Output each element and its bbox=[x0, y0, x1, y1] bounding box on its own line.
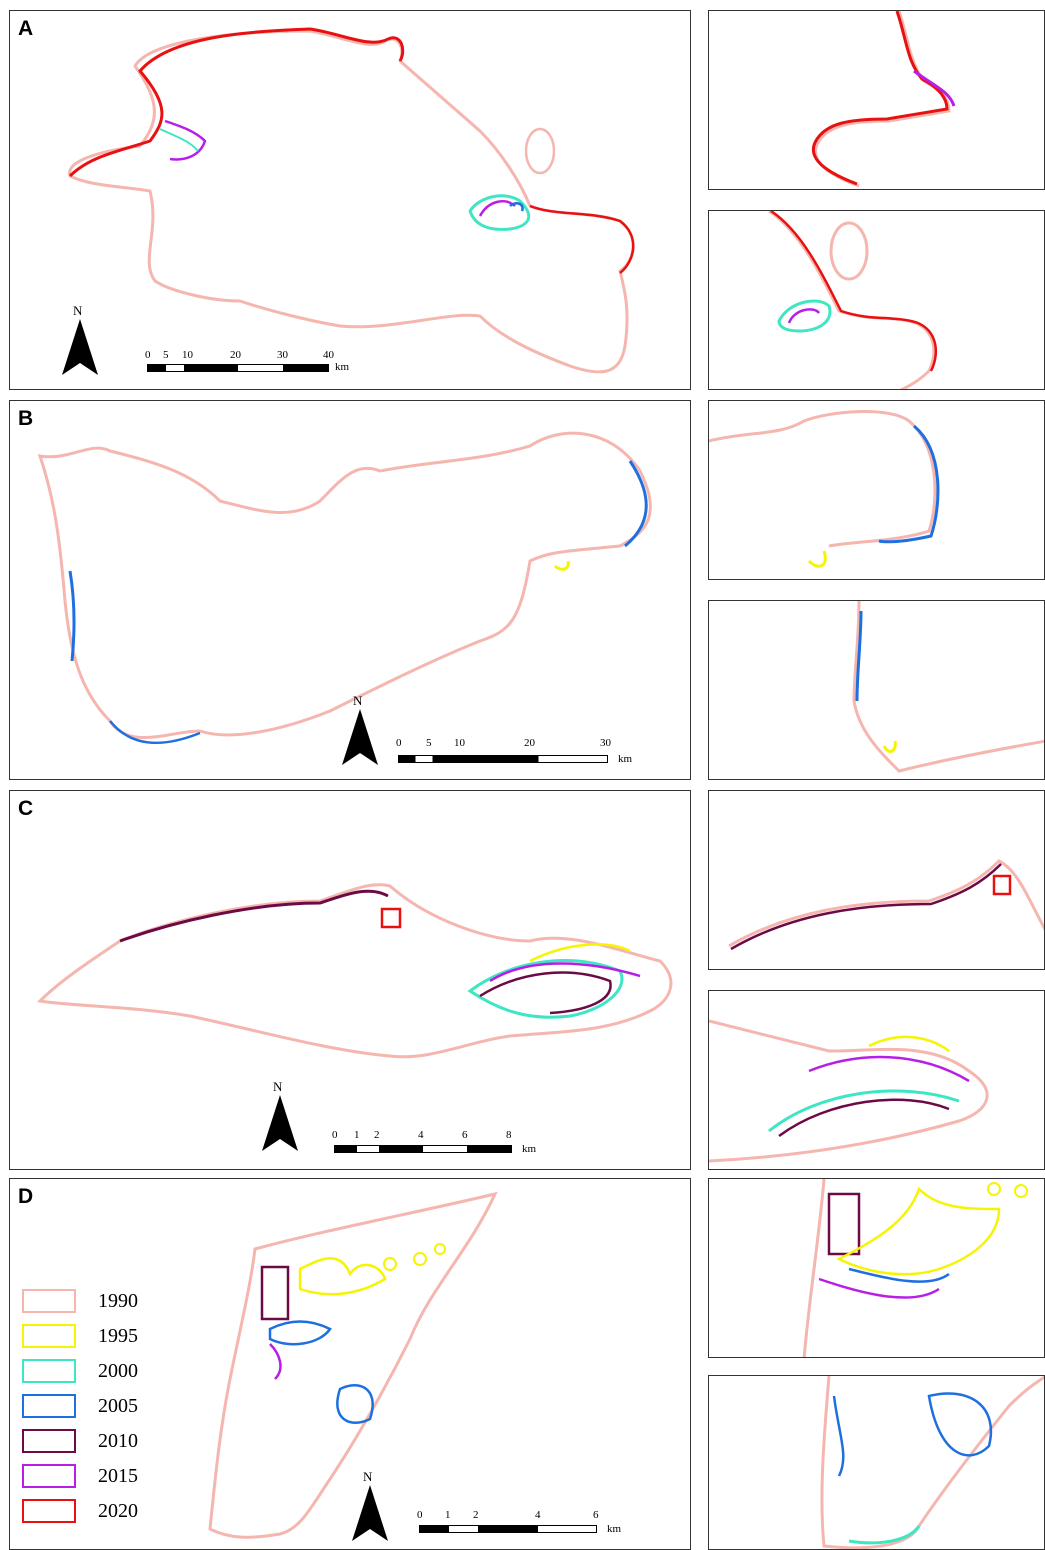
north-arrow-d: N bbox=[350, 1469, 390, 1549]
legend-swatch-2015 bbox=[22, 1464, 76, 1488]
inset-d1-map bbox=[802, 1179, 1028, 1357]
inset-d1 bbox=[708, 1178, 1045, 1358]
legend-label-2015: 2015 bbox=[98, 1465, 138, 1487]
inset-a2-map bbox=[768, 211, 938, 389]
north-label-b: N bbox=[353, 693, 363, 708]
shoreline-map-b bbox=[37, 431, 652, 745]
shoreline-map-d bbox=[208, 1191, 498, 1539]
inset-d2 bbox=[708, 1375, 1045, 1550]
inset-a2 bbox=[708, 210, 1045, 390]
inset-a1-map bbox=[811, 11, 956, 188]
inset-b2-map bbox=[852, 601, 1044, 773]
inset-a1 bbox=[708, 10, 1045, 190]
inset-d2-map bbox=[820, 1376, 1044, 1549]
north-label-a: N bbox=[73, 303, 83, 318]
map-panel-b: B N 0 5 10 20 30 km bbox=[9, 400, 691, 780]
north-arrow-b: N bbox=[340, 693, 380, 773]
shoreline-2020-a-east bbox=[529, 204, 635, 274]
island-a bbox=[524, 127, 556, 175]
north-arrow-icon bbox=[342, 709, 378, 765]
inset-c1-map bbox=[728, 859, 1044, 951]
panel-label-c: C bbox=[18, 797, 34, 820]
panel-label-a: A bbox=[18, 17, 34, 40]
panel-label-d: D bbox=[18, 1185, 34, 1208]
shoreline-1990-d bbox=[208, 1191, 498, 1539]
legend-label-2020: 2020 bbox=[98, 1500, 138, 1522]
scale-bar-b: 0 5 10 20 30 km bbox=[396, 737, 633, 765]
north-arrow-icon bbox=[352, 1485, 388, 1541]
legend-label-1995: 1995 bbox=[98, 1325, 138, 1347]
shoreline-2005-b bbox=[624, 460, 648, 548]
legend-swatch-1995 bbox=[22, 1324, 76, 1348]
legend-swatch-2010 bbox=[22, 1429, 76, 1453]
north-arrow-c: N bbox=[260, 1079, 300, 1159]
map-panel-a: A N 0 5 10 20 30 40 km bbox=[9, 10, 691, 390]
map-panel-c: C N 0 1 2 4 6 8 km bbox=[9, 790, 691, 1170]
legend-label-2000: 2000 bbox=[98, 1360, 138, 1382]
inset-c2 bbox=[708, 990, 1045, 1170]
legend-label-2010: 2010 bbox=[98, 1430, 138, 1452]
shoreline-1990-a bbox=[68, 29, 635, 374]
inset-c1 bbox=[708, 790, 1045, 970]
north-arrow-a: N bbox=[60, 303, 100, 383]
north-label-c: N bbox=[273, 1079, 283, 1094]
legend-swatch-2020 bbox=[22, 1499, 76, 1523]
shoreline-2020-a bbox=[68, 27, 405, 178]
legend-label-1990: 1990 bbox=[98, 1290, 138, 1312]
shoreline-2000-a bbox=[159, 128, 199, 152]
shoreline-2015-a bbox=[164, 119, 207, 161]
inset-b1 bbox=[708, 400, 1045, 580]
north-arrow-icon bbox=[262, 1095, 298, 1151]
shoreline-1990-b bbox=[37, 431, 652, 739]
inset-b1-map bbox=[709, 410, 940, 568]
shoreline-1990-c bbox=[36, 883, 673, 1059]
panel-label-b: B bbox=[18, 407, 34, 430]
legend-swatch-1990 bbox=[22, 1289, 76, 1313]
map-panel-d: D N 0 1 2 4 6 km bbox=[9, 1178, 691, 1550]
legend-swatch-2000 bbox=[22, 1359, 76, 1383]
shoreline-map-c bbox=[36, 883, 673, 1059]
inset-c2-map bbox=[709, 1019, 989, 1163]
shoreline-2010-c bbox=[119, 889, 389, 943]
north-arrow-icon bbox=[62, 319, 98, 375]
scale-bar-c: 0 1 2 4 6 8 km bbox=[332, 1129, 537, 1155]
shoreline-2000-a-islet bbox=[468, 194, 531, 231]
legend-label-2005: 2005 bbox=[98, 1395, 138, 1417]
shoreline-2005-a-islet bbox=[509, 202, 524, 212]
scale-bar-d: 0 1 2 4 6 km bbox=[417, 1509, 622, 1535]
north-label-d: N bbox=[363, 1469, 373, 1484]
inset-b2 bbox=[708, 600, 1045, 780]
shoreline-map-a bbox=[68, 27, 635, 374]
shoreline-2015-a-islet bbox=[478, 200, 516, 217]
scale-bar-a: 0 5 10 20 30 40 km bbox=[145, 349, 350, 373]
legend-swatch-2005 bbox=[22, 1394, 76, 1418]
